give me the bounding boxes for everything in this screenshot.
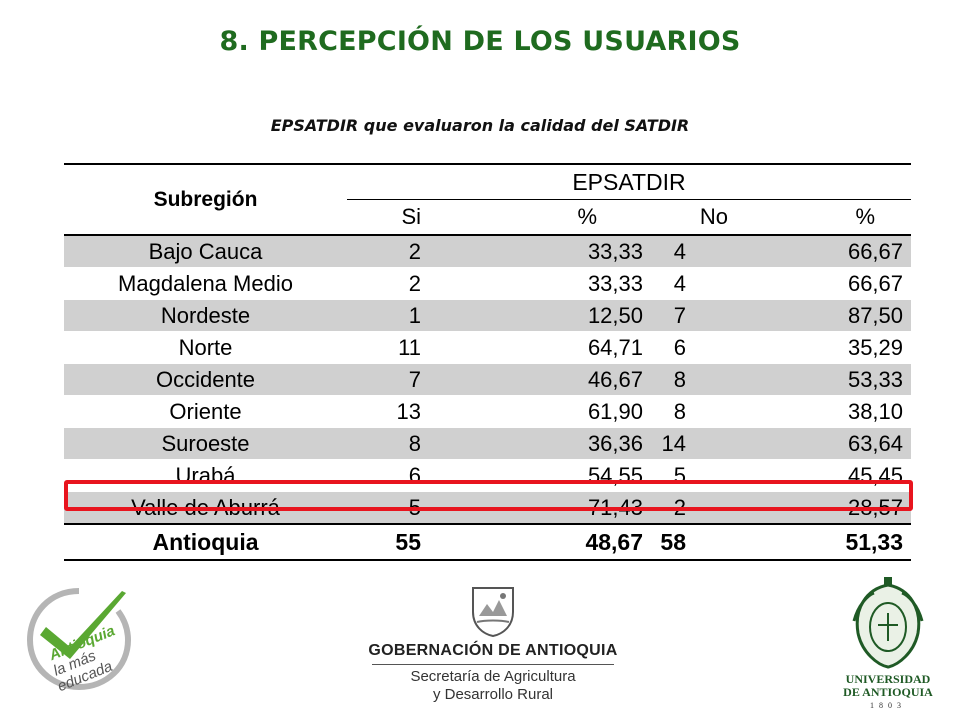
cell-no: 6	[651, 331, 736, 364]
table-row: Bajo Cauca 2 33,33 4 66,67	[64, 235, 912, 268]
cell-si-pct: 33,33	[471, 267, 651, 300]
table-body: Bajo Cauca 2 33,33 4 66,67 Magdalena Medio 2 33…	[64, 235, 912, 561]
total-si-pct: 48,67	[471, 523, 651, 561]
cell-name: Oriente	[64, 395, 347, 428]
udea-year: 1803	[870, 701, 906, 710]
table-row: Urabá 6 54,55 5 45,45	[64, 459, 912, 492]
cell-si-pct: 36,36	[471, 427, 651, 460]
group-header: EPSATDIR	[347, 164, 912, 200]
cell-si-pct: 71,43	[471, 491, 651, 525]
table-row: Magdalena Medio 2 33,33 4 66,67	[64, 267, 912, 300]
cell-si-pct: 12,50	[471, 299, 651, 332]
cell-si: 5	[347, 491, 471, 525]
gobernacion-logo: GOBERNACIÓN DE ANTIOQUIA Secretaría de A…	[368, 582, 618, 703]
cell-si: 2	[347, 267, 471, 300]
cell-no: 4	[651, 235, 736, 268]
cell-si: 6	[347, 459, 471, 492]
total-no-pct: 51,33	[736, 523, 912, 561]
udea-name-line1: UNIVERSIDAD	[845, 672, 931, 686]
udea-logo: UNIVERSIDAD DE ANTIOQUIA 1803	[826, 575, 950, 715]
cell-si: 8	[347, 427, 471, 460]
col-header-si-pct: %	[471, 199, 651, 236]
total-row: Antioquia 55 48,67 58 51,33	[64, 523, 912, 561]
cell-si-pct: 61,90	[471, 395, 651, 428]
cell-no-pct: 38,10	[736, 395, 912, 428]
cell-no: 14	[651, 427, 736, 460]
secretaria-line1: Secretaría de Agricultura	[410, 668, 576, 685]
cell-no-pct: 66,67	[736, 235, 912, 268]
data-table-container: Subregión EPSATDIR Si % No % Bajo Cauca 2…	[64, 163, 912, 561]
table-row: Nordeste 1 12,50 7 87,50	[64, 299, 912, 332]
cell-name: Magdalena Medio	[64, 267, 347, 300]
col-header-no: No	[651, 199, 736, 236]
cell-name: Suroeste	[64, 427, 347, 460]
page-title: 8. PERCEPCIÓN DE LOS USUARIOS	[219, 26, 741, 57]
cell-no-pct: 63,64	[736, 427, 912, 460]
cell-si-pct: 64,71	[471, 331, 651, 364]
cell-si-pct: 33,33	[471, 235, 651, 268]
cell-si-pct: 54,55	[471, 459, 651, 492]
cell-no-pct: 35,29	[736, 331, 912, 364]
table-caption: EPSATDIR que evaluaron la calidad del SA…	[270, 116, 690, 135]
table-row: Occidente 7 46,67 8 53,33	[64, 363, 912, 396]
cell-no: 8	[651, 363, 736, 396]
udea-name-line2: DE ANTIOQUIA	[843, 685, 933, 699]
check-badge-icon: Antioquia la más educada	[22, 583, 137, 695]
cell-no-pct: 66,67	[736, 267, 912, 300]
cell-name: Urabá	[64, 459, 347, 492]
epsatdir-table: Subregión EPSATDIR Si % No % Bajo Cauca 2…	[64, 163, 912, 561]
cell-no: 4	[651, 267, 736, 300]
cell-no-pct: 53,33	[736, 363, 912, 396]
cell-no: 8	[651, 395, 736, 428]
cell-no: 2	[651, 491, 736, 525]
gobernacion-name: GOBERNACIÓN DE ANTIOQUIA	[368, 642, 618, 659]
table-row: Valle de Aburrá 5 71,43 2 28,57	[64, 491, 912, 525]
cell-si: 2	[347, 235, 471, 268]
col-header-si: Si	[347, 199, 471, 236]
total-si: 55	[347, 523, 471, 561]
cell-si: 1	[347, 299, 471, 332]
total-name: Antioquia	[64, 523, 347, 561]
table-row: Suroeste 8 36,36 14 63,64	[64, 427, 912, 460]
cell-name: Norte	[64, 331, 347, 364]
col-header-no-pct: %	[736, 199, 912, 236]
cell-name: Occidente	[64, 363, 347, 396]
cell-name: Valle de Aburrá	[64, 491, 347, 525]
secretaria-line2: y Desarrollo Rural	[432, 686, 554, 703]
cell-name: Nordeste	[64, 299, 347, 332]
row-header: Subregión	[64, 164, 347, 236]
udea-name: UNIVERSIDAD DE ANTIOQUIA	[826, 673, 950, 699]
cell-si: 11	[347, 331, 471, 364]
university-seal-icon	[852, 577, 924, 669]
cell-si-pct: 46,67	[471, 363, 651, 396]
gobernacion-divider	[372, 664, 614, 665]
cell-no-pct: 28,57	[736, 491, 912, 525]
cell-no-pct: 45,45	[736, 459, 912, 492]
cell-no: 5	[651, 459, 736, 492]
cell-si: 7	[347, 363, 471, 396]
cell-no-pct: 87,50	[736, 299, 912, 332]
table-row: Oriente 13 61,90 8 38,10	[64, 395, 912, 428]
cell-si: 13	[347, 395, 471, 428]
coat-of-arms-icon	[472, 587, 514, 638]
table-row: Norte 11 64,71 6 35,29	[64, 331, 912, 364]
cell-no: 7	[651, 299, 736, 332]
cell-name: Bajo Cauca	[64, 235, 347, 268]
total-no: 58	[651, 523, 736, 561]
